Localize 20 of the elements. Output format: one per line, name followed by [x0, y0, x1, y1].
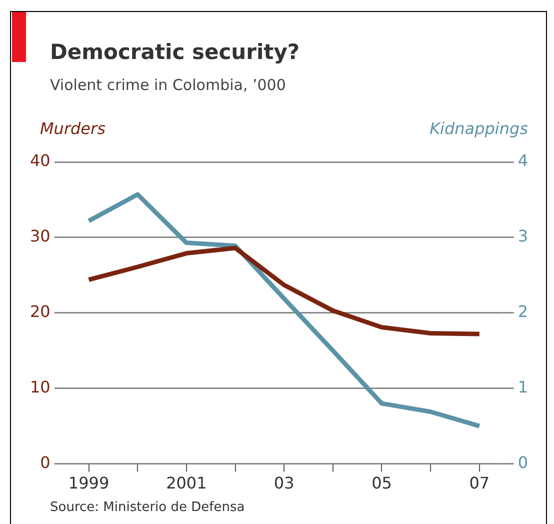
x-tick-label: 1999: [68, 474, 110, 493]
x-tick-label: 03: [274, 474, 294, 493]
text: Kidnappings: [430, 119, 528, 138]
y-tick-label: 20: [30, 302, 50, 322]
y2-tick-label: 3: [518, 226, 528, 246]
chart-subtitle: Violent crime in Colombia, ’000: [50, 76, 286, 94]
x-tick-label: 05: [372, 474, 392, 493]
chart-title: Democratic security?: [50, 40, 300, 64]
y-tick-label: 30: [30, 226, 50, 246]
y2-tick-label: 1: [518, 378, 528, 397]
y2-tick-label: 4: [518, 151, 528, 170]
y-tick-label: 10: [30, 378, 50, 397]
x-tick-label: 2001: [166, 474, 207, 493]
text: Murders: [40, 119, 106, 138]
source-note: Source: Ministerio de Defensa: [50, 500, 245, 515]
y-tick-label: 0: [40, 452, 50, 472]
y-tick-label: 40: [30, 151, 50, 170]
x-tick-label: 07: [469, 474, 490, 493]
y2-tick-label: 0: [518, 452, 528, 472]
y2-tick-label: 2: [518, 302, 528, 322]
